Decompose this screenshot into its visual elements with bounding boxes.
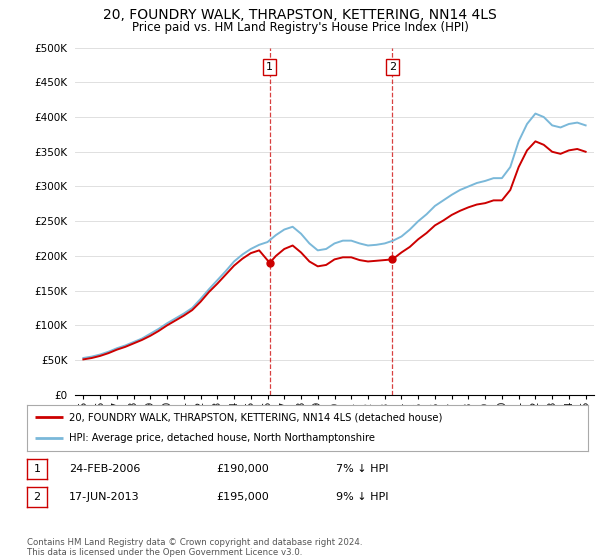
Text: HPI: Average price, detached house, North Northamptonshire: HPI: Average price, detached house, Nort… xyxy=(69,433,375,444)
Text: 24-FEB-2006: 24-FEB-2006 xyxy=(69,464,140,474)
Text: 2: 2 xyxy=(34,492,40,502)
Text: £190,000: £190,000 xyxy=(216,464,269,474)
Text: 2: 2 xyxy=(389,62,396,72)
Text: 17-JUN-2013: 17-JUN-2013 xyxy=(69,492,140,502)
Text: £195,000: £195,000 xyxy=(216,492,269,502)
Text: Price paid vs. HM Land Registry's House Price Index (HPI): Price paid vs. HM Land Registry's House … xyxy=(131,21,469,34)
Text: Contains HM Land Registry data © Crown copyright and database right 2024.
This d: Contains HM Land Registry data © Crown c… xyxy=(27,538,362,557)
Text: 20, FOUNDRY WALK, THRAPSTON, KETTERING, NN14 4LS: 20, FOUNDRY WALK, THRAPSTON, KETTERING, … xyxy=(103,8,497,22)
Text: 20, FOUNDRY WALK, THRAPSTON, KETTERING, NN14 4LS (detached house): 20, FOUNDRY WALK, THRAPSTON, KETTERING, … xyxy=(69,412,442,422)
Text: 1: 1 xyxy=(266,62,273,72)
Text: 7% ↓ HPI: 7% ↓ HPI xyxy=(336,464,389,474)
Text: 1: 1 xyxy=(34,464,40,474)
Text: 9% ↓ HPI: 9% ↓ HPI xyxy=(336,492,389,502)
